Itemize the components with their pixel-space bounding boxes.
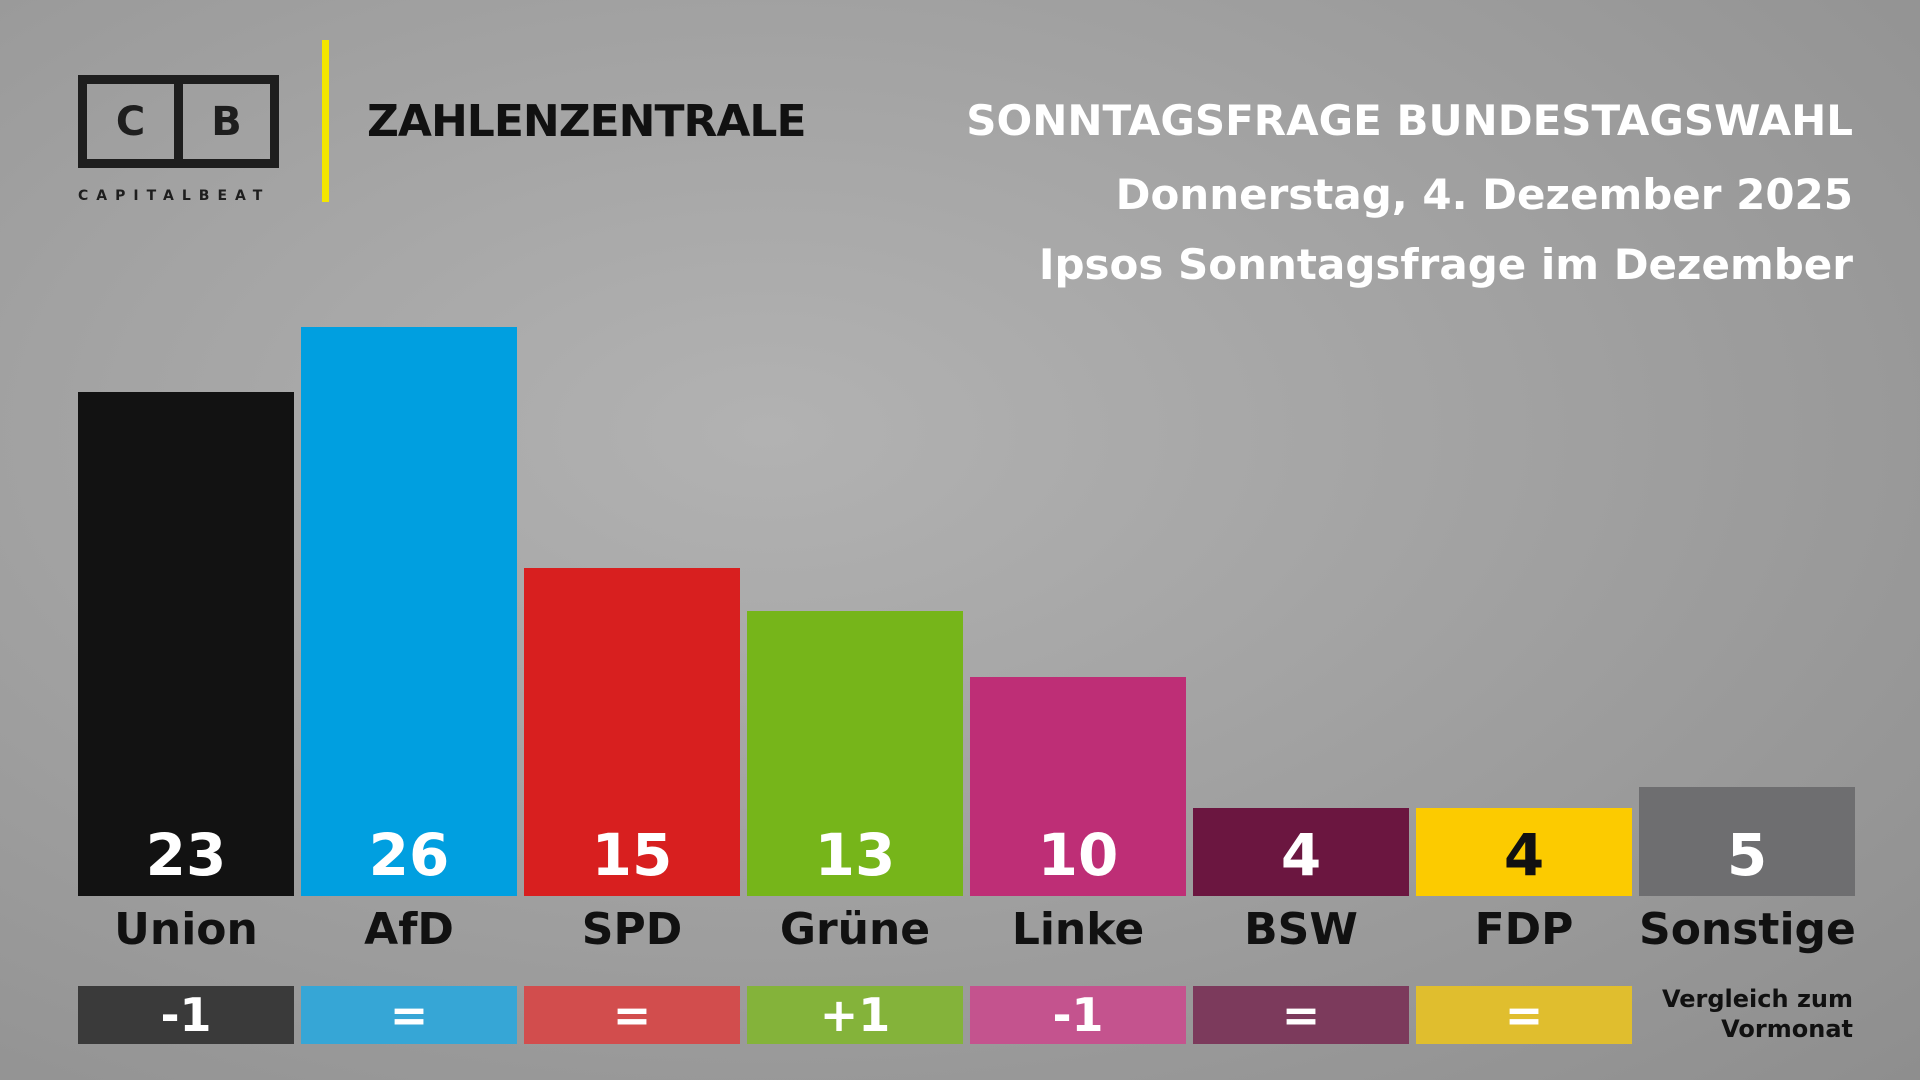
chart-subtitle: Ipsos Sonntagsfrage im Dezember (1038, 240, 1853, 289)
bar-bsw: 4 (1193, 808, 1409, 896)
change-badge: = (1193, 986, 1409, 1044)
category-label: SPD (581, 904, 683, 955)
chart-title: SONNTAGSFRAGE BUNDESTAGSWAHL (966, 96, 1853, 145)
category-label: Linke (1011, 904, 1145, 955)
category-label: Union (114, 904, 258, 955)
bar-sonstige: 5 (1639, 786, 1855, 896)
category-label: Sonstige (1639, 904, 1856, 955)
logo-letter-c: C (87, 84, 183, 159)
category-label: AfD (364, 904, 454, 955)
value-label: 5 (1726, 821, 1768, 889)
value-label: 4 (1280, 820, 1322, 889)
change-badge: -1 (970, 986, 1186, 1044)
bar-grüne: 13 (747, 611, 963, 896)
capitalbeat-logo: C B (78, 75, 279, 168)
category-label: BSW (1244, 904, 1358, 955)
value-label: 23 (145, 820, 227, 889)
bar-spd: 15 (524, 567, 740, 896)
bar-afd: 26 (301, 326, 517, 896)
chart-date: Donnerstag, 4. Dezember 2025 (1115, 170, 1853, 219)
brand-title: ZAHLENZENTRALE (367, 96, 807, 147)
comparison-label: Vergleich zum Vormonat (1662, 984, 1853, 1044)
change-badge: = (1416, 986, 1632, 1044)
logo-name: CAPITALBEAT (78, 188, 271, 204)
value-label: 26 (368, 820, 450, 889)
change-badge: = (301, 986, 517, 1044)
comparison-label-line1: Vergleich zum (1661, 985, 1853, 1013)
bar-union: 23 (78, 392, 294, 896)
change-badge: = (524, 986, 740, 1044)
value-label: 15 (591, 821, 673, 889)
value-label: 10 (1037, 821, 1119, 889)
change-badge: -1 (78, 986, 294, 1044)
change-badge: +1 (747, 986, 963, 1044)
logo-letter-b: B (211, 98, 242, 145)
divider (322, 40, 329, 202)
category-label: Grüne (779, 904, 931, 955)
value-label: 13 (814, 820, 896, 889)
value-label: 4 (1503, 820, 1545, 889)
bar-linke: 10 (970, 677, 1186, 896)
category-label: FDP (1474, 904, 1574, 955)
comparison-label-line2: Vormonat (1721, 1015, 1853, 1043)
bar-fdp: 4 (1416, 808, 1632, 896)
